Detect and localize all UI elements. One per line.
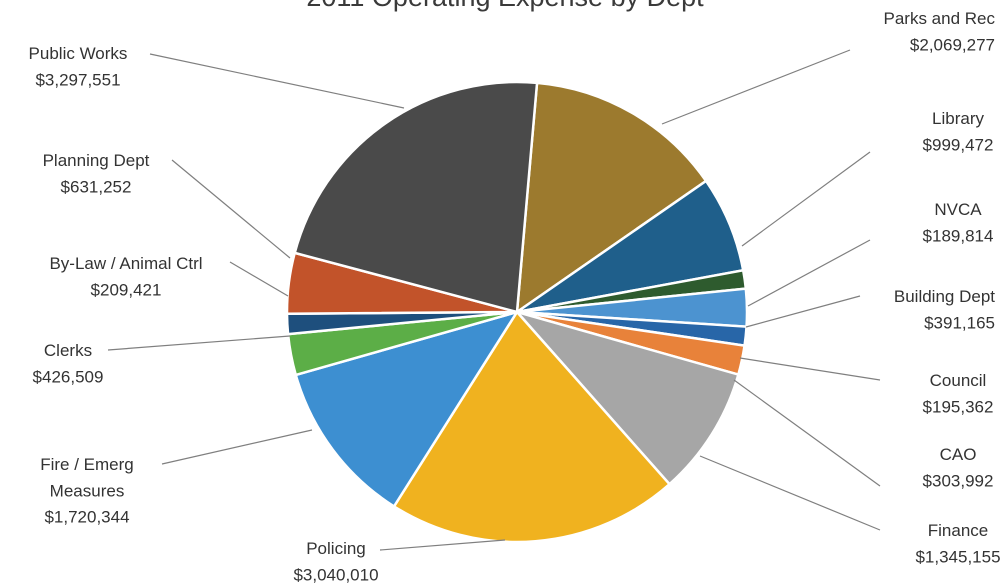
leader-line-clerks [107, 335, 291, 351]
pie-slice-parks-and-rec [515, 81, 708, 315]
slice-label-council: Council $195,362 [923, 371, 994, 416]
slice-label-parks-and-rec: Parks and Rec $2,069,277 [884, 9, 996, 54]
leader-line-planning-dept [171, 159, 291, 259]
slice-label-planning-dept: Planning Dept $631,252 [43, 151, 150, 196]
pie-slice-policing [392, 309, 672, 544]
slice-label-nvca: NVCA $189,814 [923, 200, 994, 245]
pie-slice-public-works [293, 80, 539, 314]
leader-line-cao [733, 379, 881, 487]
slice-label-finance: Finance $1,345,155 [915, 521, 1000, 566]
leader-line-by-law-animal-ctrl [229, 261, 289, 297]
pie-slice-fire-emerg-measures [294, 309, 520, 509]
leader-line-library [741, 151, 871, 247]
slice-label-library: Library $999,472 [923, 109, 994, 154]
leader-line-building-dept [745, 295, 861, 328]
leader-line-policing [379, 539, 506, 551]
leader-lines [107, 49, 881, 551]
slice-label-building-dept: Building Dept $391,165 [894, 287, 995, 332]
slice-label-fire-emerg-measures: Fire / Emerg Measures $1,720,344 [40, 455, 134, 527]
slice-label-policing: Policing $3,040,010 [293, 539, 378, 584]
pie-slices [285, 80, 749, 544]
pie-slice-finance [513, 309, 740, 486]
leader-line-finance [699, 455, 881, 531]
chart-title: 2011 Operating Expense by Dept [306, 0, 704, 12]
slice-label-public-works: Public Works $3,297,551 [29, 44, 128, 89]
slice-label-by-law-animal-ctrl: By-Law / Animal Ctrl $209,421 [49, 254, 202, 299]
leader-line-public-works [149, 53, 405, 109]
slice-labels: Parks and Rec $2,069,277 Library $999,472 NV… [29, 9, 1001, 584]
slice-label-cao: CAO $303,992 [923, 445, 994, 490]
slice-label-clerks: Clerks $426,509 [33, 341, 104, 386]
leader-line-parks-and-rec [661, 49, 851, 125]
leader-line-fire-emerg-measures [161, 429, 313, 465]
leader-line-nvca [747, 239, 871, 307]
leader-line-council [739, 357, 881, 381]
